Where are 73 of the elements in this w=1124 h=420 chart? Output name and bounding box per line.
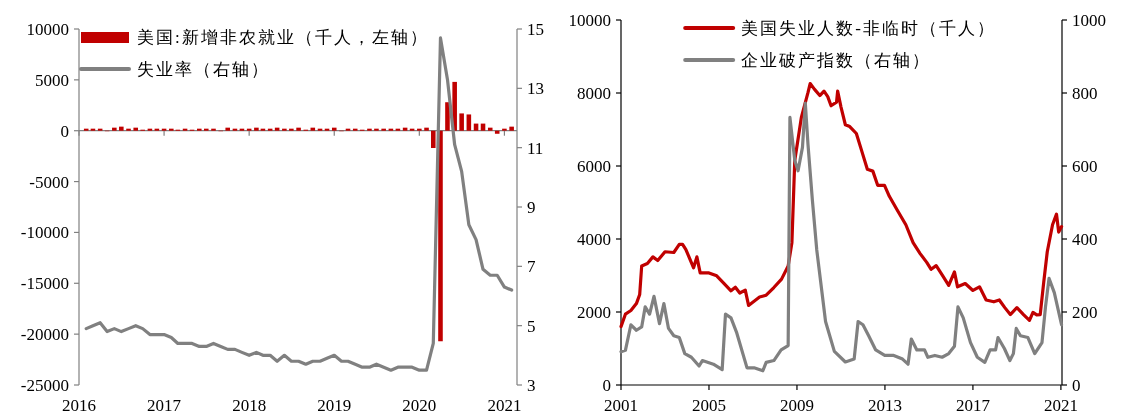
bar xyxy=(509,126,514,131)
bar xyxy=(417,128,422,131)
y2-tick-label: 0 xyxy=(1072,376,1081,395)
y2-tick-label: 3 xyxy=(527,376,536,395)
y2-tick-label: 1000 xyxy=(1072,11,1106,30)
x-tick-label: 2016 xyxy=(62,396,96,415)
bar xyxy=(502,128,507,131)
bar xyxy=(331,127,337,131)
bar xyxy=(119,126,124,131)
x-tick-label: 2019 xyxy=(317,396,352,415)
x-tick-label: 2020 xyxy=(402,396,437,415)
y-tick-label: -20000 xyxy=(20,325,69,345)
line-series xyxy=(619,101,1064,373)
bar xyxy=(289,128,294,131)
y2-tick-label: 9 xyxy=(527,198,536,217)
x-tick-label: 2005 xyxy=(691,396,726,415)
bar xyxy=(430,130,436,149)
x-tick-label: 2013 xyxy=(867,396,902,415)
y2-tick-label: 5 xyxy=(527,316,536,336)
x-tick-label: 2001 xyxy=(604,396,638,415)
y2-tick-label: 7 xyxy=(527,257,536,277)
bar xyxy=(466,114,472,131)
bar xyxy=(169,128,174,131)
y-tick-label: -5000 xyxy=(29,172,69,192)
x-tick-label: 2017 xyxy=(147,396,182,415)
bar xyxy=(296,127,301,131)
legend-label: 美国:新增非农就业（千人，左轴） xyxy=(137,28,429,47)
line-series xyxy=(619,81,1064,329)
x-tick-label: 2021 xyxy=(487,396,522,415)
legend-label: 美国失业人数-非临时（千人） xyxy=(741,19,996,38)
bar xyxy=(133,127,139,131)
y-tick-label: -15000 xyxy=(20,274,69,294)
y2-tick-label: 11 xyxy=(527,138,544,158)
y-tick-label: 10000 xyxy=(568,11,611,30)
y-tick-label: 0 xyxy=(602,376,611,395)
bar xyxy=(197,128,202,131)
y-tick-label: 0 xyxy=(60,121,69,141)
bar xyxy=(352,128,358,131)
y2-tick-label: 800 xyxy=(1072,84,1098,103)
y-tick-label: 10000 xyxy=(26,20,69,39)
y-tick-label: -10000 xyxy=(20,223,69,243)
bar xyxy=(424,127,429,131)
bar xyxy=(374,128,379,131)
y2-tick-label: 600 xyxy=(1072,157,1098,176)
bar xyxy=(203,128,209,131)
bar xyxy=(225,127,230,131)
bar xyxy=(381,128,386,131)
y2-tick-label: 15 xyxy=(527,20,544,39)
bar xyxy=(211,128,216,131)
y-tick-label: 5000 xyxy=(35,70,69,90)
legend-label: 失业率（右轴） xyxy=(137,60,270,79)
x-tick-label: 2009 xyxy=(779,396,814,415)
x-tick-label: 2018 xyxy=(232,396,267,415)
bar xyxy=(254,127,259,131)
y-tick-label: 4000 xyxy=(577,230,611,249)
bar xyxy=(445,102,450,131)
legend-label: 企业破产指数（右轴） xyxy=(741,51,932,70)
y-tick-label: 6000 xyxy=(577,157,611,176)
y2-tick-label: 200 xyxy=(1072,303,1098,322)
bar xyxy=(367,128,372,131)
bar xyxy=(487,127,493,131)
x-tick-label: 2017 xyxy=(955,396,991,415)
y-tick-label: -25000 xyxy=(20,376,69,395)
bar xyxy=(438,130,443,342)
bar xyxy=(282,128,287,131)
bar xyxy=(112,127,117,131)
bar xyxy=(459,113,464,131)
y2-tick-label: 400 xyxy=(1072,230,1098,249)
y2-tick-label: 13 xyxy=(527,79,544,99)
y-tick-label: 2000 xyxy=(577,303,611,322)
bar xyxy=(126,128,131,131)
x-tick-label: 2021 xyxy=(1043,396,1078,415)
y-tick-label: 8000 xyxy=(577,84,611,103)
